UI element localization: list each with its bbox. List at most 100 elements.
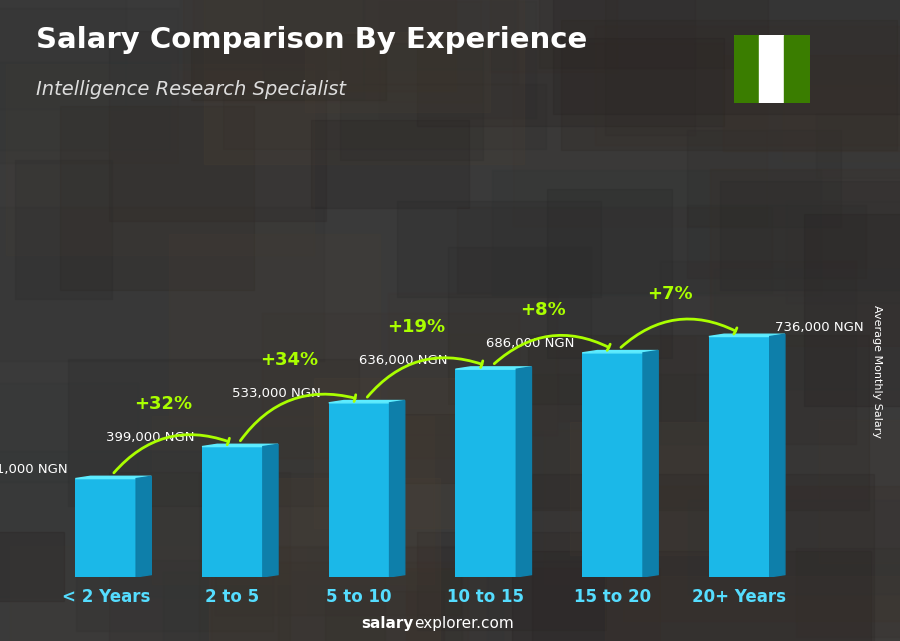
Bar [311, 121, 469, 208]
Text: salary: salary [362, 617, 414, 631]
Bar [209, 478, 440, 641]
Bar [314, 378, 493, 528]
Polygon shape [770, 334, 785, 577]
Bar [15, 160, 112, 299]
Bar [687, 205, 867, 278]
Bar [0, 383, 139, 482]
Bar [623, 486, 900, 621]
Bar [720, 181, 900, 290]
Bar [202, 447, 263, 577]
Text: Average Monthly Salary: Average Monthly Salary [872, 305, 883, 438]
Bar [340, 43, 482, 160]
Bar [379, 1, 536, 117]
Bar [487, 560, 605, 641]
Text: 686,000 NGN: 686,000 NGN [486, 337, 574, 351]
Bar [595, 26, 900, 145]
Polygon shape [263, 444, 278, 577]
Text: +34%: +34% [260, 351, 319, 369]
Text: 736,000 NGN: 736,000 NGN [775, 321, 863, 334]
Bar [783, 85, 900, 161]
Bar [406, 568, 661, 641]
Bar [547, 190, 671, 358]
Bar [796, 549, 900, 637]
Bar [606, 576, 900, 641]
Bar [759, 35, 785, 103]
Bar [262, 313, 518, 458]
Bar [734, 35, 759, 103]
Polygon shape [455, 367, 532, 369]
Bar [0, 62, 169, 149]
Polygon shape [76, 476, 151, 479]
Bar [76, 560, 274, 631]
Bar [570, 422, 762, 554]
Bar [152, 416, 435, 584]
Bar [204, 0, 524, 164]
Bar [787, 201, 900, 303]
Polygon shape [643, 351, 658, 577]
Bar [305, 33, 490, 112]
Polygon shape [202, 444, 278, 447]
Bar [263, 0, 364, 99]
Bar [660, 262, 857, 444]
Bar [554, 0, 900, 114]
Bar [68, 359, 359, 506]
Bar [448, 247, 590, 404]
Bar [0, 451, 256, 597]
Bar [388, 293, 556, 435]
Bar [709, 337, 770, 577]
Bar [512, 551, 871, 641]
Bar [714, 269, 900, 389]
Bar [109, 472, 291, 641]
Bar [59, 106, 254, 290]
Bar [0, 532, 64, 601]
Bar [183, 0, 455, 90]
Bar [785, 35, 810, 103]
Bar [199, 472, 385, 641]
Bar [455, 369, 517, 577]
Bar [328, 403, 390, 577]
Bar [539, 0, 769, 68]
Bar [561, 21, 897, 150]
Bar [710, 169, 900, 345]
Bar [605, 0, 695, 135]
Bar [163, 572, 503, 641]
Bar [223, 84, 545, 149]
Bar [212, 562, 468, 641]
Bar [482, 374, 712, 508]
Bar [457, 207, 772, 293]
Bar [76, 479, 136, 577]
Bar [544, 430, 779, 584]
Polygon shape [582, 351, 658, 353]
Bar [816, 113, 900, 178]
Bar [215, 546, 461, 615]
Polygon shape [709, 334, 785, 337]
Bar [191, 34, 385, 100]
Bar [363, 0, 518, 85]
Bar [582, 353, 643, 577]
Text: Salary Comparison By Experience: Salary Comparison By Experience [36, 26, 587, 54]
Text: Intelligence Research Specialist: Intelligence Research Specialist [36, 80, 346, 99]
Text: 533,000 NGN: 533,000 NGN [232, 387, 321, 401]
Text: 399,000 NGN: 399,000 NGN [106, 431, 194, 444]
Text: 301,000 NGN: 301,000 NGN [0, 463, 68, 476]
Bar [688, 500, 900, 594]
Bar [448, 334, 556, 431]
Bar [10, 546, 306, 641]
Bar [0, 8, 178, 163]
Text: +7%: +7% [647, 285, 692, 303]
Polygon shape [517, 367, 532, 577]
Bar [180, 0, 515, 69]
Text: 636,000 NGN: 636,000 NGN [359, 354, 448, 367]
Polygon shape [136, 476, 151, 577]
Bar [417, 38, 724, 126]
Polygon shape [328, 401, 405, 403]
Bar [5, 64, 313, 255]
Polygon shape [390, 401, 405, 577]
Text: explorer.com: explorer.com [414, 617, 514, 631]
Bar [528, 335, 869, 510]
Bar [688, 130, 841, 227]
Bar [325, 590, 445, 641]
Text: +32%: +32% [134, 395, 192, 413]
Bar [194, 0, 481, 102]
Bar [364, 413, 531, 483]
